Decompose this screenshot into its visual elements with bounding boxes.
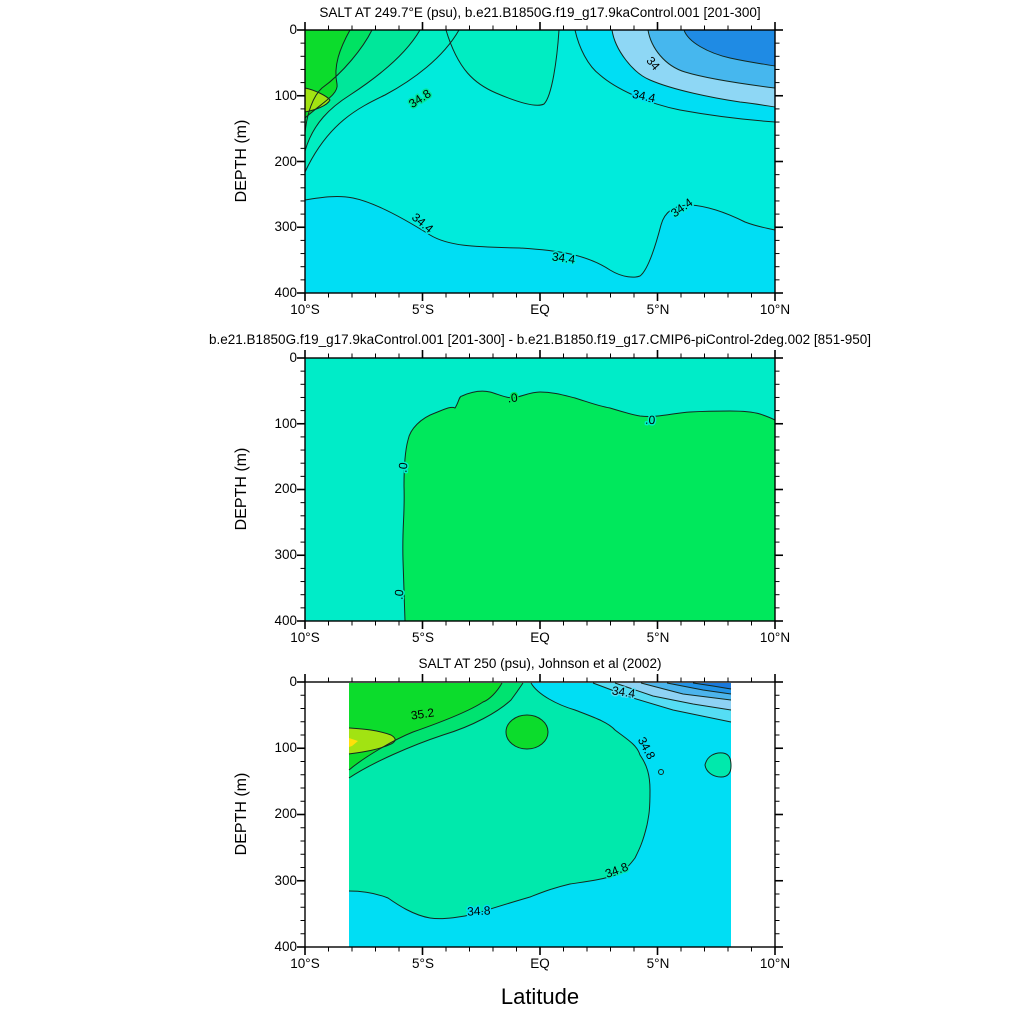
plot-frame — [304, 681, 776, 948]
contour-34_2 — [640, 682, 732, 701]
x-tick-label: 5°S — [412, 630, 434, 645]
band-ne-lt-33_8 — [684, 30, 775, 66]
y-tick-label: 400 — [274, 285, 297, 300]
band-deep-34_2-34_4 — [305, 196, 775, 293]
contour-label: 34.4 — [551, 249, 576, 266]
y-tick-label: 400 — [274, 613, 297, 628]
y-tick-label: 300 — [274, 547, 297, 562]
band-gt-35_6 — [349, 738, 358, 747]
band-positive — [402, 391, 775, 621]
contour-34_8 — [348, 682, 651, 920]
contour-34_2-ne — [611, 29, 776, 108]
x-tick-label: EQ — [530, 956, 550, 971]
plot-frame — [304, 357, 776, 622]
band-34_6-34_8 — [349, 683, 731, 947]
contour-35_4 — [304, 87, 331, 113]
contour-zero — [402, 390, 776, 622]
y-tick-label: 400 — [274, 939, 297, 954]
contour-35_4 — [348, 727, 396, 755]
closed-cell-small — [658, 769, 664, 775]
x-tick-label: 10°S — [290, 956, 320, 971]
y-tick-label: 0 — [289, 350, 297, 365]
band-gt-35_4 — [349, 728, 396, 754]
x-tick-label: 10°S — [290, 302, 320, 317]
contour-34_4-ne — [574, 29, 776, 123]
x-tick-label: EQ — [530, 302, 550, 317]
contour-label: .0 — [391, 588, 406, 600]
y-tick-label: 0 — [289, 674, 297, 689]
contour-label: .0 — [645, 413, 656, 428]
x-tick-label: EQ — [530, 630, 550, 645]
band-gt-35_4 — [305, 88, 330, 112]
contour-34_4-deep — [304, 196, 776, 278]
contour-label: 34.8 — [467, 903, 491, 918]
panel-title: SALT AT 250 (psu), Johnson et al (2002) — [418, 656, 662, 671]
contour-33_8 — [692, 682, 732, 690]
band-35_2-35_4 — [349, 683, 502, 770]
contour-plot-observations: 35.2 34.4 34.8 34.8 34.8 — [297, 674, 783, 955]
panel-title: SALT AT 249.7°E (psu), b.e21.B1850G.f19_… — [319, 5, 761, 20]
x-tick-label: 5°N — [646, 302, 670, 317]
x-tick-label: 5°N — [646, 630, 670, 645]
contour-label: .0 — [395, 461, 410, 473]
y-tick-label: 200 — [274, 154, 297, 169]
y-tick-label: 100 — [274, 740, 297, 755]
contour-label: 34.4 — [631, 87, 657, 106]
x-tick-label: 10°N — [759, 630, 791, 645]
contour-label: 35.2 — [410, 705, 435, 722]
contour-34_6 — [304, 29, 460, 173]
contour-plot-model: 34.8 34 34.4 34.4 34.4 34.4 — [297, 22, 783, 301]
y-tick-label: 100 — [274, 416, 297, 431]
contour-label: .0 — [507, 391, 519, 406]
axis-ticks — [297, 22, 783, 301]
contour-35_0 — [348, 682, 524, 779]
contour-34_4 — [614, 682, 732, 711]
contour-34_0-ne — [647, 29, 776, 89]
x-tick-label: 10°S — [290, 630, 320, 645]
band-surface-dip-34_6 — [446, 30, 559, 106]
y-tick-label: 200 — [274, 806, 297, 821]
x-tick-label: 5°N — [646, 956, 670, 971]
contour-plot-difference: .0 .0 .0 .0 — [297, 350, 783, 629]
contour-35_2 — [304, 29, 351, 119]
axis-ticks — [297, 674, 783, 955]
x-axis-title: Latitude — [500, 984, 580, 1009]
x-tick-label: 5°S — [412, 302, 434, 317]
y-tick-label: 200 — [274, 481, 297, 496]
closed-cell-35_2 — [505, 714, 549, 750]
x-tick-label: 10°N — [759, 956, 791, 971]
band-lt-33_8 — [693, 683, 731, 689]
plot-frame — [304, 29, 776, 294]
closed-cell-34_8 — [704, 752, 732, 778]
contour-34_8 — [304, 29, 421, 152]
contour-34_6 — [592, 682, 732, 723]
contour-35_2 — [348, 682, 503, 771]
axis-ticks — [297, 350, 783, 629]
contour-33_8-ne — [683, 29, 776, 67]
x-tick-label: 10°N — [759, 302, 791, 317]
x-tick-label: 5°S — [412, 956, 434, 971]
contour-34_0 — [666, 682, 732, 695]
panel-title: b.e21.B1850G.f19_g17.9kaControl.001 [201… — [209, 332, 871, 347]
y-tick-label: 100 — [274, 88, 297, 103]
y-tick-label: 0 — [289, 22, 297, 37]
y-tick-label: 300 — [274, 873, 297, 888]
y-tick-label: 300 — [274, 219, 297, 234]
contour-34_6-dip — [445, 29, 560, 106]
contour-label: 34.4 — [611, 683, 636, 700]
